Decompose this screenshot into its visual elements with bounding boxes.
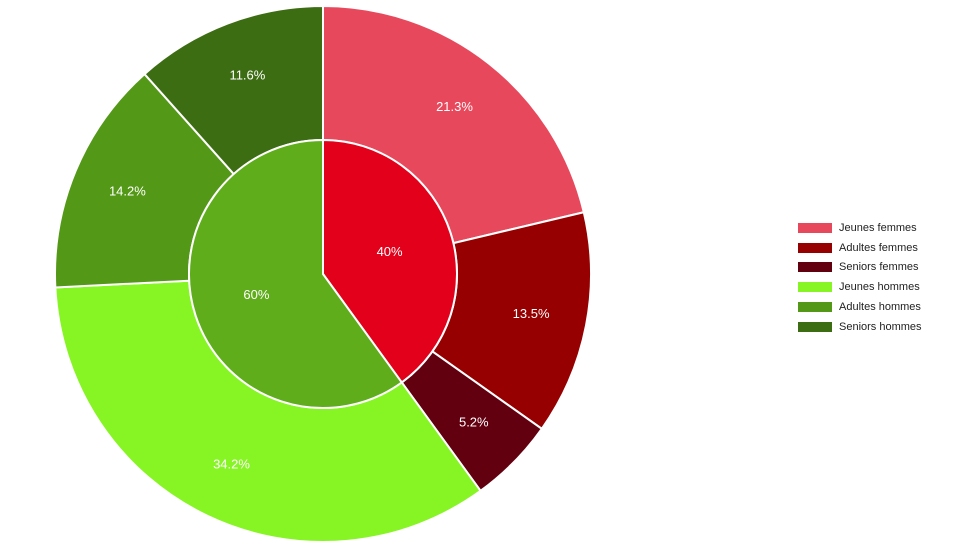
outer-label-jeunes-hommes: 34.2% bbox=[213, 457, 250, 472]
legend-item-seniors-femmes[interactable]: Seniors femmes bbox=[798, 258, 922, 278]
legend-item-adultes-hommes[interactable]: Adultes hommes bbox=[798, 297, 922, 317]
inner-slice-hommes[interactable] bbox=[188, 138, 404, 409]
legend-swatch bbox=[798, 321, 832, 332]
legend-swatch bbox=[798, 282, 832, 293]
legend: Jeunes femmes Adultes femmes Seniors femme… bbox=[798, 218, 922, 337]
legend-label: Seniors femmes bbox=[839, 261, 919, 274]
inner-label-hommes: 60% bbox=[243, 287, 269, 302]
legend-swatch bbox=[798, 242, 832, 253]
legend-label: Seniors hommes bbox=[839, 320, 922, 333]
inner-label-femmes: 40% bbox=[377, 244, 403, 259]
inner-slice-femmes[interactable] bbox=[322, 138, 458, 384]
legend-swatch bbox=[798, 302, 832, 313]
legend-item-seniors-hommes[interactable]: Seniors hommes bbox=[798, 317, 922, 337]
outer-label-seniors-hommes: 11.6% bbox=[229, 67, 265, 82]
legend-label: Adultes femmes bbox=[839, 241, 918, 254]
legend-item-adultes-femmes[interactable]: Adultes femmes bbox=[798, 238, 922, 258]
outer-label-jeunes-femmes: 21.3% bbox=[436, 99, 473, 114]
legend-swatch bbox=[798, 262, 832, 273]
outer-label-adultes-hommes: 14.2% bbox=[109, 184, 146, 199]
outer-label-adultes-femmes: 13.5% bbox=[513, 306, 550, 321]
legend-label: Jeunes hommes bbox=[839, 281, 920, 294]
outer-label-seniors-femmes: 5.2% bbox=[459, 414, 489, 429]
inner-ring bbox=[188, 138, 458, 409]
legend-item-jeunes-hommes[interactable]: Jeunes hommes bbox=[798, 277, 922, 297]
legend-swatch bbox=[798, 222, 832, 233]
slice-labels: 21.3% 13.5% 5.2% 34.2% 14.2% 11.6% 40% 60% bbox=[109, 67, 550, 471]
legend-label: Jeunes femmes bbox=[839, 221, 917, 234]
outer-ring bbox=[54, 4, 592, 543]
legend-item-jeunes-femmes[interactable]: Jeunes femmes bbox=[798, 218, 922, 238]
legend-label: Adultes hommes bbox=[839, 301, 921, 314]
